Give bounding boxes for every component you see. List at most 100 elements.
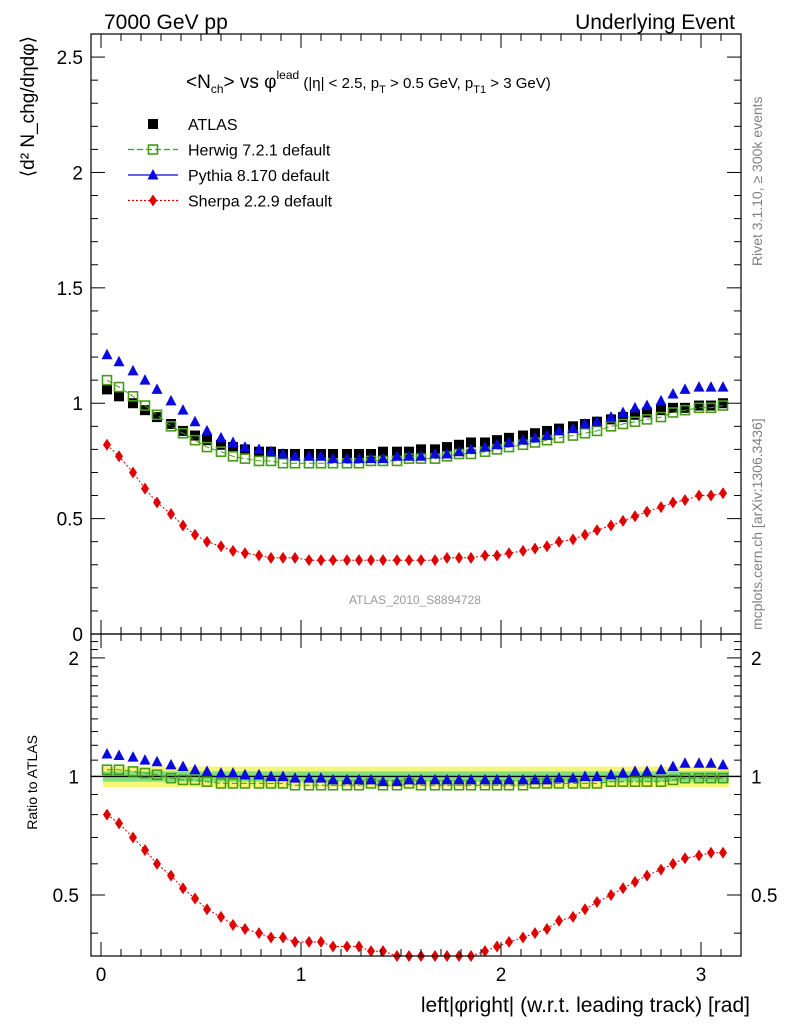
pythia-point [315,772,327,783]
herwig-point [705,402,717,414]
ratio-y-tick-label-right: 1 [751,767,762,788]
sherpa-point [279,551,287,564]
herwig-point [239,453,251,464]
herwig-point [693,772,705,784]
herwig-point [139,400,151,411]
atlas-point [152,412,162,423]
y-tick-label: 2 [72,163,83,184]
pythia-point [151,755,163,767]
header-left: 7000 GeV pp [104,11,228,34]
title-sub-ch: ch [211,82,224,96]
pythia-point [429,448,441,459]
atlas-point [416,444,426,455]
atlas-point [228,442,238,453]
herwig-point [679,404,691,416]
title-main: <N [186,72,211,93]
pythia-point [239,768,251,780]
sherpa-point [367,554,375,567]
pythia-point [605,411,617,422]
sherpa-point [707,489,715,502]
main-panel: 0 0.5 1 1.5 2 2.5 [57,33,742,646]
atlas-point [102,384,112,395]
y-axis-label-top: ⟨d² N_chg/dηdφ⟩ [18,36,39,177]
pythia-point [629,401,641,413]
sherpa-point [719,846,727,859]
atlas-point [114,391,124,402]
pythia-point [403,773,415,785]
pythia-point [365,773,377,785]
sherpa-point [695,849,703,862]
herwig-point [113,381,125,393]
sherpa-point [481,945,489,958]
pythia-point [341,452,353,464]
pythia-point [641,399,653,411]
legend-entry-pythia: Pythia 8.170 default [128,168,330,185]
pythia-point [201,424,213,436]
pythia-point [327,452,339,464]
pythia-point [629,765,641,776]
sherpa-point [593,895,601,908]
pythia-point [315,450,327,461]
herwig-point [189,774,201,786]
sherpa-point [343,554,351,567]
herwig-point [629,776,641,787]
herwig-point [139,767,151,779]
sherpa-point [405,554,413,567]
sherpa-point [379,554,387,567]
x-tick-label: 0 [96,965,107,986]
sherpa-point [631,875,639,888]
pythia-point [415,773,427,785]
pythia-point [579,770,591,781]
atlas-point [706,400,716,411]
herwig-point [215,778,227,789]
pythia-point [289,450,301,461]
pythia-point [277,448,289,459]
atlas-point [680,402,690,413]
sherpa-point [203,535,211,548]
pythia-point [491,773,503,785]
herwig-point [101,764,113,776]
pythia-point [113,355,125,367]
pythia-point [655,394,667,406]
sherpa-point [241,547,249,560]
sherpa-point [153,496,161,509]
pythia-point [151,383,163,394]
legend-entry-sherpa: Sherpa 2.2.9 default [128,194,333,211]
pythia-point [391,775,403,787]
sherpa-point [719,487,727,500]
sherpa-point [681,494,689,507]
pythia-point [201,765,213,776]
sherpa-point [267,931,275,944]
sherpa-point [229,918,237,931]
pythia-point [239,441,251,452]
pythia-point [693,757,705,768]
atlas-point [166,419,176,429]
sherpa-point [505,547,513,560]
herwig-point [667,407,679,418]
herwig-point [227,778,239,789]
legend-marker [147,169,159,180]
y-axis-label-bottom: Ratio to ATLAS [24,735,40,830]
herwig-point [215,446,227,457]
atlas-point [202,435,212,446]
sherpa-point [695,489,703,502]
sherpa-line [106,814,723,957]
herwig-point [717,772,729,784]
herwig-point [693,402,705,414]
sherpa-point [643,869,651,882]
pythia-point [265,445,277,457]
pythia-point [253,443,265,454]
pythia-series [101,748,729,787]
sherpa-series [103,438,727,567]
herwig-point [165,421,177,432]
pythia-point [189,415,201,427]
atlas-point [378,446,388,457]
pythia-point [453,445,465,457]
pythia-point [705,381,717,392]
herwig-point [641,776,653,787]
pythia-point [479,773,491,785]
pythia-point [113,749,125,761]
herwig-point [127,391,139,402]
sherpa-point [379,945,387,958]
